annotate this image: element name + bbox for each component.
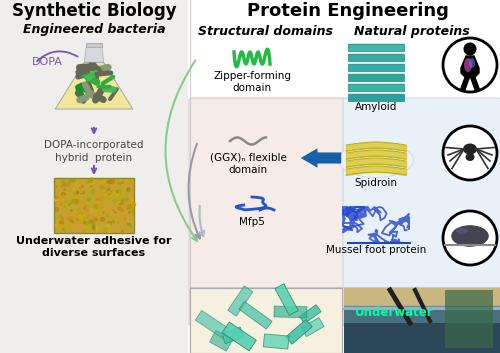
Text: Natural proteins: Natural proteins [354, 25, 470, 38]
Circle shape [443, 211, 497, 265]
FancyArrowPatch shape [188, 144, 200, 238]
FancyBboxPatch shape [300, 305, 321, 323]
Ellipse shape [463, 144, 477, 155]
Text: Engineered bacteria: Engineered bacteria [23, 23, 165, 36]
Text: (GGX)ₙ flexible
domain: (GGX)ₙ flexible domain [210, 153, 286, 175]
FancyArrowPatch shape [166, 60, 197, 241]
FancyBboxPatch shape [344, 323, 500, 353]
Ellipse shape [466, 153, 474, 161]
Text: Mussel foot protein: Mussel foot protein [326, 245, 426, 255]
FancyBboxPatch shape [348, 64, 404, 71]
FancyBboxPatch shape [239, 301, 272, 329]
Circle shape [443, 38, 497, 92]
FancyBboxPatch shape [286, 319, 312, 344]
FancyBboxPatch shape [348, 94, 404, 101]
FancyBboxPatch shape [344, 288, 500, 308]
Text: Zipper-forming
domain: Zipper-forming domain [213, 71, 291, 94]
Ellipse shape [452, 226, 488, 246]
FancyBboxPatch shape [222, 322, 256, 351]
Ellipse shape [456, 228, 468, 234]
Text: Structural domains: Structural domains [198, 25, 333, 38]
FancyBboxPatch shape [190, 288, 342, 353]
Circle shape [464, 42, 476, 55]
FancyBboxPatch shape [210, 330, 233, 351]
Text: Underwater: Underwater [355, 306, 434, 319]
Text: Amyloid: Amyloid [355, 102, 397, 112]
FancyArrowPatch shape [200, 206, 204, 236]
Polygon shape [461, 56, 479, 78]
Text: Mfp5: Mfp5 [239, 217, 265, 227]
Text: DOPA: DOPA [32, 57, 63, 67]
Ellipse shape [338, 143, 413, 178]
FancyBboxPatch shape [189, 98, 347, 326]
Text: DOPA-incorporated
hybrid  protein: DOPA-incorporated hybrid protein [44, 140, 144, 163]
Polygon shape [86, 43, 102, 47]
FancyBboxPatch shape [0, 0, 188, 353]
FancyBboxPatch shape [344, 308, 500, 323]
Polygon shape [56, 62, 132, 109]
Text: Spidroin: Spidroin [354, 178, 398, 188]
Text: Protein Engineering: Protein Engineering [247, 2, 449, 20]
Text: Synthetic Biology: Synthetic Biology [12, 2, 176, 20]
FancyBboxPatch shape [228, 286, 253, 316]
FancyBboxPatch shape [275, 284, 298, 315]
Polygon shape [84, 47, 103, 62]
FancyArrowPatch shape [301, 148, 341, 168]
FancyBboxPatch shape [343, 98, 500, 326]
Circle shape [443, 126, 497, 180]
FancyBboxPatch shape [274, 306, 307, 318]
FancyBboxPatch shape [348, 84, 404, 91]
FancyBboxPatch shape [348, 74, 404, 81]
FancyBboxPatch shape [348, 54, 404, 61]
FancyBboxPatch shape [344, 288, 500, 353]
Text: Underwater adhesive for
diverse surfaces: Underwater adhesive for diverse surfaces [16, 236, 172, 258]
FancyBboxPatch shape [348, 44, 404, 51]
FancyBboxPatch shape [196, 311, 228, 338]
FancyBboxPatch shape [264, 334, 289, 349]
FancyBboxPatch shape [54, 178, 134, 233]
FancyBboxPatch shape [222, 327, 244, 344]
Ellipse shape [464, 58, 472, 72]
FancyBboxPatch shape [445, 290, 493, 348]
Ellipse shape [469, 58, 475, 68]
FancyBboxPatch shape [302, 318, 324, 336]
